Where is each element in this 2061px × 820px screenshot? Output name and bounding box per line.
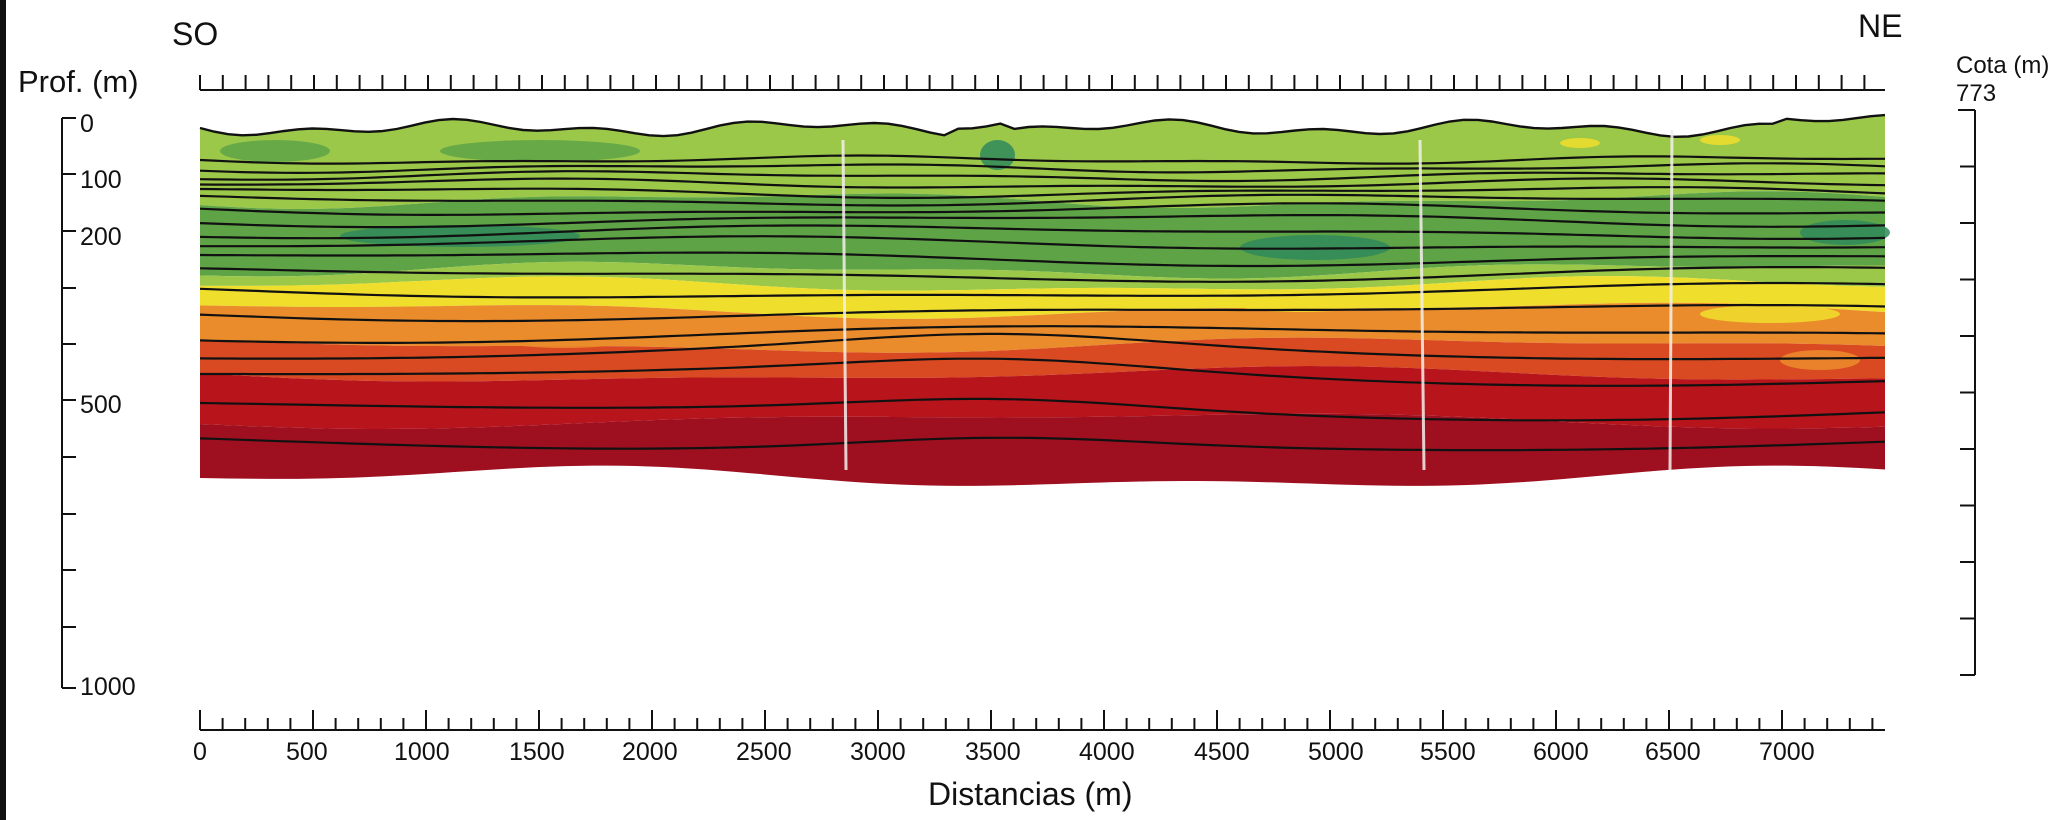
depth-label-500: 500 [80, 391, 122, 419]
distance-label-3500: 3500 [965, 738, 1021, 766]
layer-boundary [199, 397, 1886, 422]
layer-boundary [199, 332, 1885, 361]
resistivity-patch [980, 140, 1015, 170]
layer-boundary [199, 266, 1886, 283]
distance-label-2000: 2000 [622, 738, 678, 766]
bottom-distance-scale [199, 710, 1885, 731]
depth-axis-title: Prof. (m) [18, 64, 139, 99]
distance-label-4500: 4500 [1194, 738, 1250, 766]
orientation-ne: NE [1858, 8, 1903, 44]
distance-axis-title: Distancias (m) [928, 776, 1133, 812]
resistivity-band [200, 276, 1885, 319]
resistivity-band [200, 366, 1885, 429]
distance-label-7000: 7000 [1759, 738, 1815, 766]
distance-label-1000: 1000 [394, 738, 450, 766]
layer-boundaries [199, 154, 1886, 452]
layer-boundary [200, 235, 1886, 250]
resistivity-patch [1560, 138, 1600, 148]
resistivity-patch [1700, 135, 1740, 145]
layer-boundary [200, 357, 1886, 387]
topography-line [199, 113, 1886, 139]
distance-label-500: 500 [286, 738, 328, 766]
elevation-top-value: 773 [1956, 80, 1997, 107]
distance-label-5000: 5000 [1308, 738, 1364, 766]
layer-boundary [199, 154, 1885, 165]
resistivity-band [200, 413, 1885, 486]
distance-label-2500: 2500 [736, 738, 792, 766]
layer-boundary [199, 202, 1886, 216]
layer-boundary [199, 177, 1886, 189]
depth-scale [61, 117, 76, 689]
resistivity-patch [440, 140, 640, 162]
left-border [0, 0, 6, 820]
resistivity-band [200, 115, 1885, 209]
orientation-so: SO [172, 16, 219, 52]
resistivity-band [200, 261, 1885, 291]
distance-label-1500: 1500 [509, 738, 565, 766]
elevation-scale [1958, 109, 1976, 676]
layer-boundary [199, 186, 1886, 199]
elevation-axis-title: Cota (m) [1956, 52, 2050, 79]
layer-boundary [199, 193, 1886, 207]
layer-boundary [199, 214, 1886, 229]
layer-boundary [199, 224, 1886, 240]
top-distance-scale [199, 75, 1885, 91]
distance-label-4000: 4000 [1079, 738, 1135, 766]
section-joins [841, 129, 1674, 471]
resistivity-patch [1780, 350, 1860, 370]
depth-label-200: 200 [80, 223, 122, 251]
distance-label-0: 0 [193, 738, 207, 766]
depth-label-1000: 1000 [80, 673, 136, 701]
layer-boundary [199, 170, 1886, 183]
depth-label-0: 0 [80, 110, 94, 138]
layer-boundary [199, 281, 1886, 299]
distance-label-3000: 3000 [850, 738, 906, 766]
resistivity-patch [1700, 305, 1840, 323]
distance-label-6500: 6500 [1645, 738, 1701, 766]
layer-boundary [199, 325, 1886, 344]
layer-boundary [199, 436, 1886, 452]
distance-label-6000: 6000 [1533, 738, 1589, 766]
layer-boundary [199, 162, 1886, 175]
depth-label-100: 100 [80, 166, 122, 194]
resistivity-bands [200, 115, 1885, 486]
resistivity-patch [1800, 220, 1890, 245]
distance-label-5500: 5500 [1420, 738, 1476, 766]
layer-boundary [199, 251, 1886, 268]
layer-boundary [199, 303, 1886, 323]
resistivity-patch [220, 140, 330, 162]
